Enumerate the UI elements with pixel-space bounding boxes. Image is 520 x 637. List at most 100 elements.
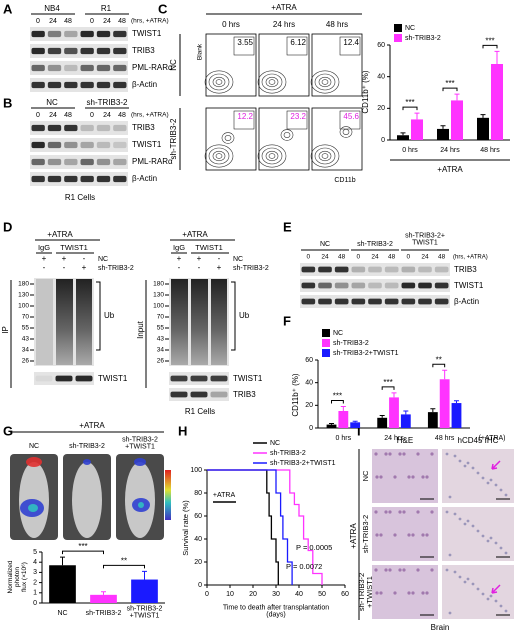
arrow <box>491 460 501 470</box>
percentage: 23.2 <box>290 112 306 121</box>
legend-label: sh-TRIB3-2 <box>333 340 369 347</box>
percentage: 3.55 <box>237 38 253 47</box>
cell <box>430 510 434 514</box>
bar <box>400 414 411 428</box>
label: CD11b⁺ (%) <box>361 70 370 114</box>
label: TRIB3 <box>132 123 155 132</box>
signal <box>134 458 146 466</box>
cell <box>463 580 467 584</box>
sign: - <box>198 263 201 272</box>
error-bar <box>379 415 385 418</box>
label: NC <box>29 443 39 450</box>
y-tick-label: 40 <box>377 74 385 81</box>
cell <box>504 551 508 555</box>
label: Time to death after transplantation (day… <box>222 604 330 619</box>
bar <box>49 565 76 603</box>
contour <box>257 144 287 168</box>
error-bar <box>340 405 346 411</box>
x-tick-label: 0 hrs <box>402 147 418 154</box>
label: TWIST1 <box>454 281 484 290</box>
blot-band <box>31 64 45 72</box>
cell <box>416 510 420 514</box>
cell <box>499 488 503 492</box>
label: CD11b <box>334 177 355 184</box>
label: sh-TRIB3-2 <box>233 265 269 272</box>
mw-marker: 130 <box>153 292 164 299</box>
blot-band <box>96 47 111 55</box>
cell <box>466 461 470 465</box>
label: TRIB3 <box>454 265 477 274</box>
blot <box>30 121 128 135</box>
label: Blank <box>197 43 204 60</box>
blot-band <box>64 47 78 55</box>
blot-band <box>80 124 94 132</box>
blot <box>300 263 450 276</box>
sig-label: *** <box>405 98 414 107</box>
cell <box>407 591 411 595</box>
label: H&E <box>397 436 413 445</box>
blot <box>30 78 128 92</box>
blot-band <box>113 158 127 166</box>
blot-band <box>64 64 78 72</box>
label: NC <box>320 241 330 248</box>
blot-band <box>31 158 45 166</box>
blot-band <box>318 266 332 273</box>
gate <box>233 36 255 56</box>
x-tick-label: sh-TRIB3-2 <box>86 610 122 617</box>
p-value: P = 0.0072 <box>286 562 322 571</box>
contour <box>318 76 332 88</box>
contour <box>204 70 234 94</box>
cell <box>411 533 415 537</box>
blot-band <box>351 282 366 289</box>
bracket <box>231 281 236 351</box>
label: CD11b⁺ (%) <box>291 373 300 417</box>
label: 0 <box>307 254 311 261</box>
gate <box>286 36 308 56</box>
contour <box>265 150 279 162</box>
cell <box>384 510 388 514</box>
blot-band <box>384 298 399 305</box>
label: 24 <box>49 18 57 25</box>
sig-bracket <box>482 44 498 49</box>
cell <box>398 568 402 572</box>
blot <box>30 61 128 75</box>
x-tick-label: 24 hrs <box>384 435 404 442</box>
label: 0 hrs <box>222 20 240 29</box>
blot-band <box>96 30 111 38</box>
error-bar <box>430 408 436 413</box>
error-bar <box>454 93 460 101</box>
y-tick-label: 0 <box>381 137 385 144</box>
label: IgG <box>173 243 185 252</box>
sign: - <box>178 263 181 272</box>
cell <box>375 475 379 479</box>
cell <box>402 452 406 456</box>
contour <box>310 144 340 168</box>
legend-label: sh-TRIB3-2+TWIST1 <box>333 350 399 357</box>
contour <box>204 144 234 168</box>
blot-band <box>80 64 94 72</box>
bar <box>377 417 388 428</box>
blot-band <box>35 375 53 382</box>
label: (hrs, +ATRA) <box>453 255 488 261</box>
cell <box>388 568 392 572</box>
blot-band <box>210 375 228 382</box>
y-tick-label: 3 <box>33 569 37 576</box>
sig-label: *** <box>445 79 454 88</box>
error-bar <box>329 422 335 425</box>
cell <box>398 452 402 456</box>
label: NC <box>46 98 58 107</box>
y-tick-label: 0 <box>309 425 313 432</box>
label: 48 <box>64 18 72 25</box>
label: +ATRA <box>213 492 236 499</box>
sig-bracket <box>103 564 145 569</box>
error-bar <box>101 591 106 595</box>
label: 0 <box>90 112 94 119</box>
contour <box>261 73 283 91</box>
blot-band <box>113 30 127 38</box>
blot <box>30 138 128 152</box>
x-tick-label: 20 <box>249 591 257 598</box>
cell <box>421 533 425 537</box>
cell <box>430 452 434 456</box>
blot-band <box>47 81 62 89</box>
